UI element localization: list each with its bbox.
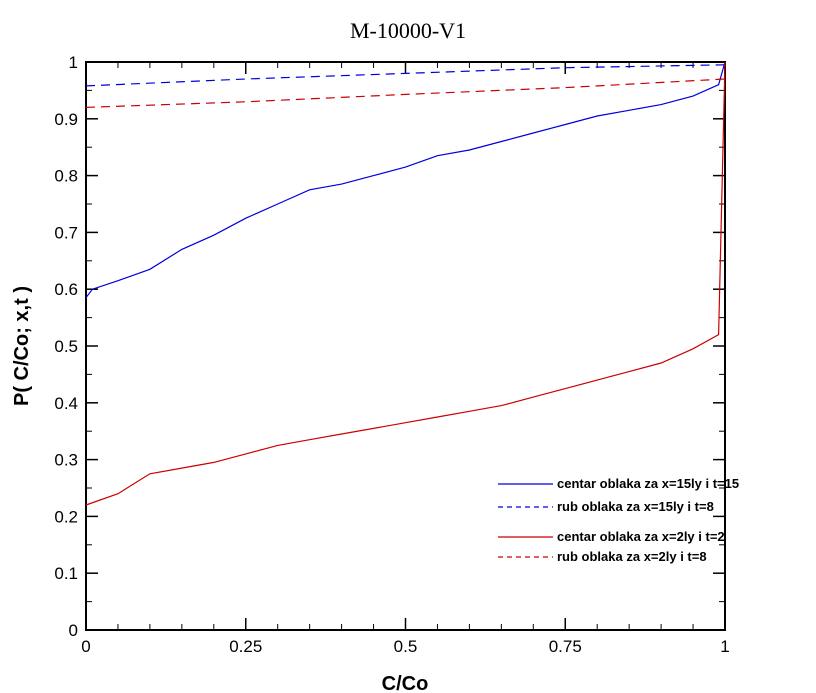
y-tick-label: 0.3	[54, 451, 78, 470]
x-tick-label: 0.5	[394, 637, 418, 656]
axis-tick-labels: 0 0.25 0.5 0.75 1 0 0.1 0.2 0.3 0.4 0.5 0.6 0.7 0.8 0.…	[54, 53, 729, 656]
legend-label-1: centar oblaka za x=15ly i t=15	[557, 476, 739, 491]
x-tick-label: 0.25	[229, 637, 262, 656]
series-layer	[85, 61, 726, 506]
y-tick-label: 0.2	[54, 507, 78, 526]
y-tick-label: 1	[69, 53, 78, 72]
y-tick-label: 0.7	[54, 223, 78, 242]
y-tick-label: 0.8	[54, 167, 78, 186]
chart-title: M-10000-V1	[350, 18, 466, 43]
x-tick-label: 0	[81, 637, 90, 656]
series-line-1	[85, 61, 726, 299]
x-axis-label: C/Co	[382, 673, 429, 693]
x-tick-label: 1	[720, 637, 729, 656]
y-tick-label: 0	[69, 621, 78, 640]
y-tick-label: 0.5	[54, 337, 78, 356]
legend-label-3: centar oblaka za x=2ly i t=2	[557, 529, 725, 544]
legend-label-4: rub oblaka za x=2ly i t=8	[557, 549, 707, 564]
y-tick-label: 0.6	[54, 280, 78, 299]
y-tick-label: 0.9	[54, 110, 78, 129]
x-tick-label: 0.75	[549, 637, 582, 656]
plot-frame	[85, 61, 726, 631]
y-tick-label: 0.1	[54, 564, 78, 583]
legend-label-2: rub oblaka za x=15ly i t=8	[557, 499, 714, 514]
series-line-4	[85, 78, 726, 108]
y-axis-label: P( C/Co; x,t )	[11, 286, 33, 406]
legend: centar oblaka za x=15ly i t=15 rub oblaka…	[498, 476, 739, 564]
series-line-3	[85, 61, 726, 506]
axis-ticks	[85, 61, 726, 631]
series-line-2	[85, 64, 726, 87]
y-tick-label: 0.4	[54, 394, 78, 413]
